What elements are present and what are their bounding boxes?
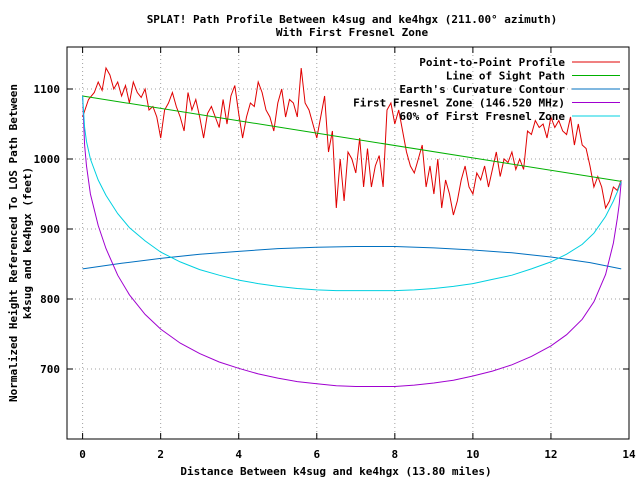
legend-label-los: Line of Sight Path [446, 70, 565, 83]
legend-label-earth: Earth's Curvature Contour [399, 83, 565, 96]
series-fresnel60-line [82, 95, 622, 292]
legend-label-fresnel: First Fresnel Zone (146.520 MHz) [353, 97, 565, 110]
plot-frame [66, 46, 630, 440]
x-tick-label: 14 [622, 448, 636, 461]
chart-title: SPLAT! Path Profile Between k4sug and ke… [147, 13, 558, 26]
x-tick-label: 6 [313, 448, 320, 461]
y-axis-label-line2: k4sug and ke4hgx (feet) [21, 167, 34, 319]
series-earth-line [82, 246, 622, 270]
y-tick-labels: 700 800 900 1000 1100 [34, 83, 61, 376]
x-tick-label: 12 [544, 448, 557, 461]
x-tick-label: 0 [79, 448, 86, 461]
x-tick-labels: 0 2 4 6 8 10 12 14 [79, 448, 636, 461]
x-axis-label: Distance Between k4sug and ke4hgx (13.80… [180, 465, 491, 478]
x-tick-label: 2 [157, 448, 164, 461]
y-tick-label: 1000 [34, 153, 61, 166]
chart-subtitle: With First Fresnel Zone [276, 26, 429, 39]
legend-label-fresnel60: 60% of First Fresnel Zone [399, 110, 565, 123]
y-tick-label: 900 [40, 223, 60, 236]
x-tick-label: 4 [235, 448, 242, 461]
y-tick-label: 1100 [34, 83, 61, 96]
x-tick-label: 8 [392, 448, 399, 461]
y-tick-label: 800 [40, 293, 60, 306]
axis-ticks [67, 47, 630, 439]
x-tick-label: 10 [466, 448, 479, 461]
series-fresnel-line [82, 95, 622, 387]
y-tick-label: 700 [40, 363, 60, 376]
series-lines [82, 66, 622, 387]
legend-label-profile: Point-to-Point Profile [419, 56, 565, 69]
series-los-line [82, 95, 622, 182]
series-profile-line [82, 66, 622, 216]
y-axis-label-line1: Normalized Height Referenced To LOS Path… [7, 84, 20, 402]
